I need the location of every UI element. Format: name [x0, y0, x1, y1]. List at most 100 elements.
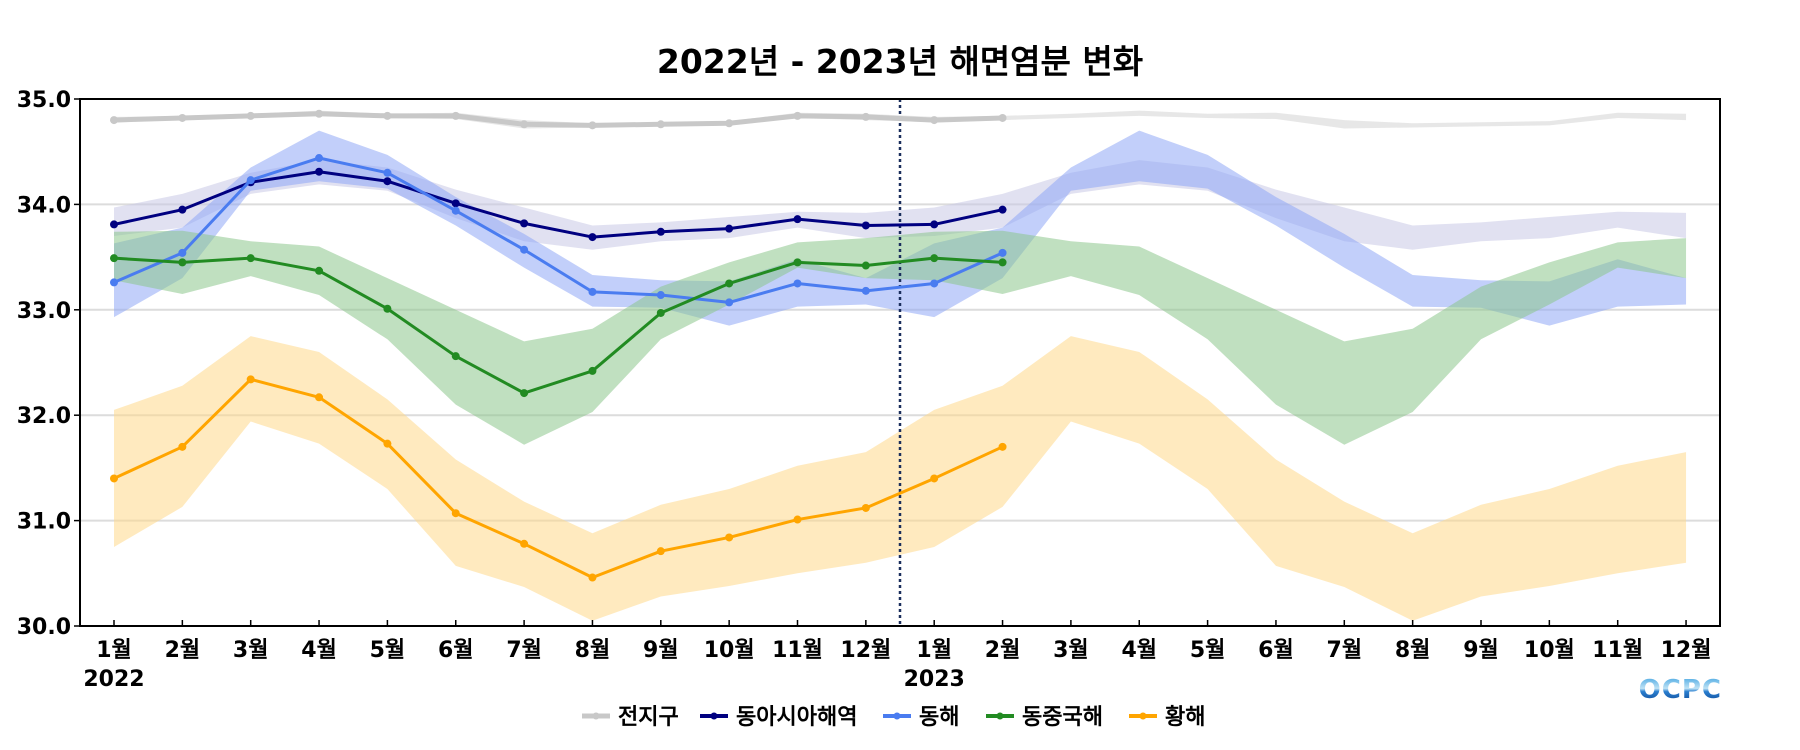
x-tick-label: 9월: [643, 638, 679, 663]
legend-swatch-marker: [996, 712, 1004, 720]
year-label: 2023: [904, 667, 965, 692]
band-동중국해: [114, 230, 1687, 445]
data-point: [520, 245, 529, 254]
plot-frame: [79, 98, 1721, 627]
x-tick-label: 5월: [1190, 638, 1226, 663]
data-point: [793, 279, 802, 288]
data-point: [315, 167, 324, 176]
series-황해: [110, 375, 1007, 582]
series-line: [113, 377, 1004, 580]
x-tick-label: 9월: [1463, 638, 1499, 663]
legend: 전지구 동아시아해역 동해 동중국해 황해: [582, 705, 1205, 730]
data-point: [383, 177, 392, 186]
data-point: [451, 352, 460, 361]
series-동중국해: [110, 254, 1007, 398]
data-point: [588, 233, 597, 242]
data-point: [725, 224, 734, 233]
data-point: [110, 278, 118, 287]
data-point: [383, 304, 392, 313]
y-tick-label: 30.0: [17, 615, 71, 640]
data-point: [725, 298, 734, 307]
ocpc-logo: OCPC: [1639, 675, 1722, 705]
data-point: [315, 154, 324, 163]
data-point: [383, 168, 392, 177]
data-point: [793, 215, 802, 224]
x-tick-label: 1월: [916, 638, 952, 663]
legend-label: 동해: [919, 705, 959, 730]
series-동해: [110, 154, 1007, 307]
series-line: [113, 170, 1003, 239]
x-tick-label: 10월: [704, 638, 755, 663]
data-point: [246, 375, 255, 384]
data-point: [725, 119, 734, 128]
legend-swatch-marker: [893, 712, 901, 720]
data-point: [315, 266, 324, 275]
data-point: [246, 111, 255, 120]
x-tick-label: 2월: [985, 638, 1021, 663]
legend-label: 황해: [1165, 705, 1205, 730]
data-point: [998, 258, 1007, 267]
data-point: [656, 308, 665, 317]
data-point: [930, 279, 939, 288]
data-point: [725, 279, 734, 288]
x-tick-label: 3월: [1053, 638, 1089, 663]
data-point: [861, 221, 870, 230]
data-point: [656, 547, 665, 556]
x-tick-label: 8월: [1395, 638, 1431, 663]
data-point: [520, 120, 529, 129]
data-point: [520, 539, 529, 548]
x-tick-label: 12월: [1661, 638, 1712, 663]
x-tick-label: 1월: [96, 638, 132, 663]
data-point: [178, 248, 187, 257]
x-tick-label: 6월: [1258, 638, 1294, 663]
data-point: [930, 116, 939, 125]
y-tick-label: 33.0: [17, 299, 71, 324]
data-point: [656, 227, 665, 236]
data-point: [315, 393, 324, 402]
data-point: [861, 112, 870, 121]
data-point: [588, 121, 597, 130]
x-tick-label: 7월: [1327, 638, 1363, 663]
x-tick-label: 4월: [1121, 638, 1157, 663]
data-point: [110, 474, 118, 483]
data-point: [998, 442, 1007, 451]
x-tick-label: 4월: [301, 638, 337, 663]
series-lines: [110, 109, 1007, 582]
data-point: [110, 116, 118, 125]
data-point: [861, 286, 870, 295]
data-point: [930, 474, 939, 483]
data-point: [656, 291, 665, 300]
x-tick-label: 12월: [840, 638, 891, 663]
data-point: [998, 205, 1007, 214]
legend-swatch-marker: [710, 712, 718, 720]
data-point: [998, 113, 1007, 122]
data-point: [930, 220, 939, 229]
data-point: [793, 258, 802, 267]
data-point: [861, 261, 870, 270]
data-point: [315, 109, 324, 118]
x-tick-label: 5월: [370, 638, 406, 663]
chart-title: 2022년 - 2023년 해면염분 변화: [657, 42, 1143, 81]
x-tick-label: 7월: [506, 638, 542, 663]
series-line: [113, 156, 1004, 304]
y-tick-label: 35.0: [17, 88, 71, 113]
legend-label: 동아시아해역: [736, 705, 857, 730]
data-point: [588, 573, 597, 582]
legend-swatch-marker: [1139, 712, 1147, 720]
series-line: [113, 256, 1003, 395]
year-label: 2022: [83, 667, 144, 692]
data-point: [725, 533, 734, 542]
data-point: [451, 206, 460, 215]
legend-label: 전지구: [618, 705, 679, 730]
data-point: [178, 442, 187, 451]
data-point: [588, 366, 597, 375]
data-point: [246, 254, 255, 263]
data-point: [930, 254, 939, 263]
y-axis: 30.0 31.0 32.0 33.0 34.0 35.0: [17, 88, 80, 640]
data-point: [383, 439, 392, 448]
data-point: [451, 509, 460, 518]
data-point: [451, 111, 460, 120]
data-point: [110, 220, 118, 229]
legend-label: 동중국해: [1022, 705, 1103, 730]
